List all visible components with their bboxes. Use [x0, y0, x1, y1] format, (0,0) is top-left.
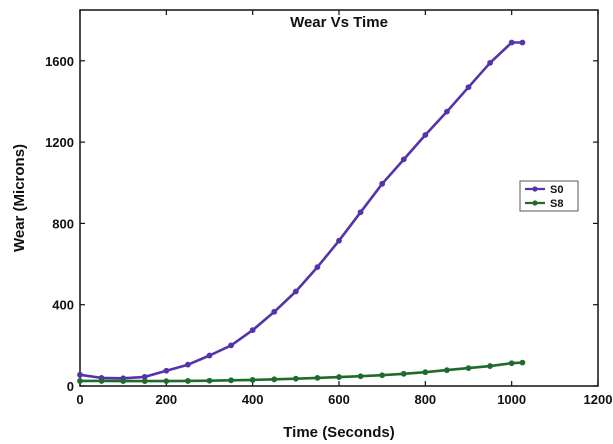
data-point-S0 [487, 59, 493, 66]
y-tick-label: 400 [52, 298, 74, 313]
data-point-S8 [465, 365, 472, 372]
y-axis-ticks: 0 400 800 1200 1600 [45, 54, 598, 394]
y-tick-label: 1200 [45, 135, 74, 150]
data-point-S8 [422, 369, 429, 376]
y-tick-label: 800 [52, 216, 74, 231]
data-point-S8 [271, 376, 278, 383]
x-tick-label: 0 [76, 392, 83, 407]
data-point-S8 [314, 374, 321, 381]
series-line-S8 [80, 361, 523, 383]
data-point-S8 [444, 367, 450, 374]
data-point-S8 [185, 378, 191, 384]
data-point-S0 [249, 327, 256, 334]
legend-marker-S8 [532, 200, 538, 206]
data-point-S0 [465, 84, 472, 91]
data-point-S8 [120, 378, 127, 385]
x-tick-label: 400 [242, 392, 264, 407]
data-point-S0 [163, 367, 170, 374]
x-tick-label: 600 [328, 392, 350, 407]
data-point-S8 [400, 370, 407, 377]
legend-box [519, 180, 579, 212]
data-point-S0 [228, 342, 234, 349]
data-point-S8 [336, 374, 342, 380]
data-point-S0 [314, 264, 321, 271]
legend-marker-S0 [532, 186, 538, 192]
data-point-S0 [519, 39, 526, 46]
data-point-S0 [185, 361, 191, 368]
x-tick-label: 1000 [497, 392, 526, 407]
data-point-S0 [508, 39, 515, 46]
x-tick-label: 1200 [584, 392, 613, 407]
data-point-S0 [379, 180, 386, 187]
legend-label-S0: S0 [550, 184, 563, 196]
y-tick-label: 0 [67, 379, 74, 394]
data-point-S0 [336, 237, 342, 244]
series-layer [77, 39, 526, 385]
data-point-S8 [163, 378, 170, 385]
data-point-S8 [98, 378, 105, 384]
data-point-S8 [292, 375, 299, 382]
data-point-S8 [249, 377, 256, 383]
x-tick-label: 800 [414, 392, 436, 407]
legend-label-S8: S8 [550, 198, 563, 210]
data-point-S8 [228, 377, 234, 384]
data-point-S0 [422, 132, 429, 138]
data-point-S8 [357, 373, 364, 380]
data-point-S0 [77, 371, 83, 378]
x-axis-ticks: 0 200 400 600 800 1000 1200 [76, 10, 612, 407]
data-point-S0 [271, 308, 278, 315]
y-tick-label: 1600 [45, 54, 74, 69]
data-point-S8 [379, 372, 386, 379]
y-axis-title: Wear (Microns) [11, 144, 28, 252]
data-point-S0 [292, 288, 299, 295]
data-point-S0 [400, 156, 407, 163]
data-point-S8 [519, 359, 526, 366]
x-tick-label: 200 [155, 392, 177, 407]
data-point-S0 [357, 209, 364, 216]
data-point-S0 [444, 108, 450, 115]
series-line-S0 [79, 41, 523, 380]
chart-title: Wear Vs Time [290, 14, 388, 31]
data-point-S8 [77, 378, 83, 384]
x-axis-title: Time (Seconds) [283, 424, 394, 441]
data-point-S8 [141, 378, 148, 385]
data-point-S0 [206, 352, 213, 359]
data-point-S8 [206, 377, 213, 384]
data-point-S8 [487, 363, 493, 369]
data-point-S8 [508, 360, 515, 367]
